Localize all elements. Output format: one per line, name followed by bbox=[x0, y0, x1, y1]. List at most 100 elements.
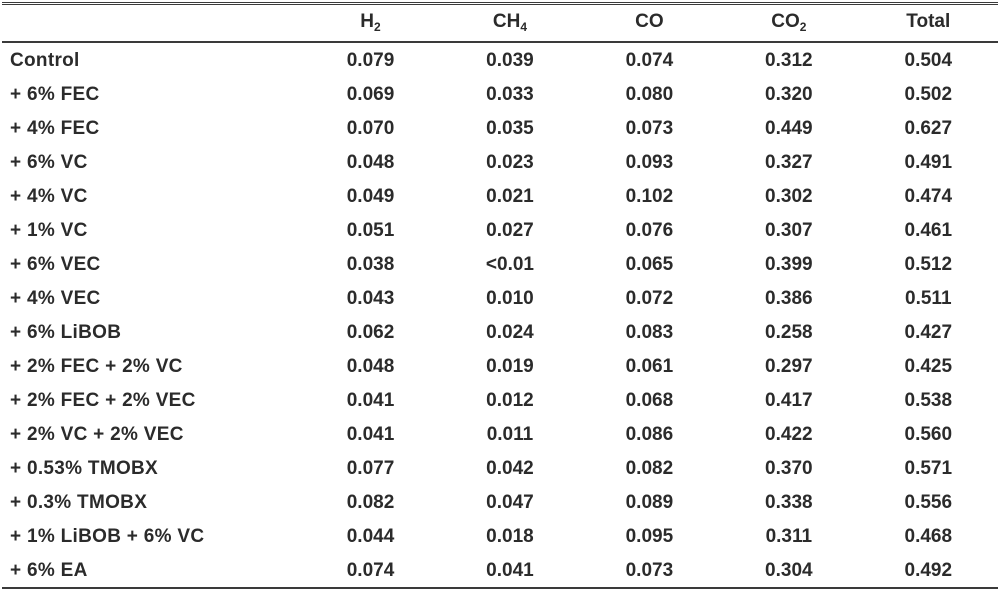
cell-value: 0.399 bbox=[765, 253, 813, 275]
cell-value: 0.039 bbox=[486, 49, 534, 71]
cell-value: 0.038 bbox=[346, 253, 395, 275]
row-label: + 6% VEC bbox=[10, 253, 101, 275]
row-label: + 6% FEC bbox=[10, 83, 100, 105]
header-cell-co2: CO2 bbox=[719, 4, 858, 43]
header-label: CH bbox=[492, 11, 521, 32]
table-row: + 4% VEC 0.043 0.010 0.072 0.386 0.511 bbox=[2, 281, 998, 315]
row-label: + 0.53% TMOBX bbox=[10, 457, 159, 479]
header-label: CO bbox=[635, 11, 664, 32]
cell-value: 0.061 bbox=[625, 355, 674, 377]
cell-value: 0.093 bbox=[625, 151, 674, 173]
cell-value: 0.089 bbox=[625, 491, 674, 513]
cell-value: 0.627 bbox=[904, 117, 953, 139]
row-label: + 6% VC bbox=[10, 151, 88, 173]
cell-value: 0.043 bbox=[346, 287, 395, 309]
cell-value: 0.427 bbox=[904, 321, 953, 343]
header-label: Total bbox=[906, 11, 951, 32]
cell-value: 0.083 bbox=[625, 321, 674, 343]
cell-value: 0.307 bbox=[765, 219, 813, 241]
cell-value: 0.538 bbox=[904, 389, 953, 411]
cell-value: 0.571 bbox=[904, 457, 953, 479]
cell-value: 0.077 bbox=[346, 457, 395, 479]
cell-value: 0.070 bbox=[346, 117, 395, 139]
table-row: + 1% LiBOB + 6% VC 0.044 0.018 0.095 0.311 0.… bbox=[2, 519, 998, 553]
cell-value: 0.012 bbox=[486, 389, 534, 411]
cell-value: 0.449 bbox=[765, 117, 813, 139]
header-row: H2 CH4 CO CO2 Total bbox=[2, 3, 998, 43]
cell-value: 0.035 bbox=[486, 117, 534, 139]
cell-value: 0.491 bbox=[904, 151, 953, 173]
cell-value: 0.474 bbox=[904, 185, 953, 207]
cell-value: 0.095 bbox=[625, 525, 674, 547]
cell-value: 0.047 bbox=[486, 491, 534, 513]
row-label: + 2% FEC + 2% VEC bbox=[10, 389, 196, 411]
row-label: + 6% EA bbox=[10, 559, 88, 581]
cell-value: 0.504 bbox=[904, 49, 953, 71]
cell-value: 0.425 bbox=[904, 355, 953, 377]
cell-value: 0.010 bbox=[486, 287, 534, 309]
cell-value: 0.073 bbox=[625, 117, 674, 139]
cell-value: 0.560 bbox=[904, 423, 953, 445]
cell-value: 0.074 bbox=[625, 49, 674, 71]
row-label: + 0.3% TMOBX bbox=[10, 491, 148, 513]
cell-value: 0.062 bbox=[346, 321, 395, 343]
header-cell-empty bbox=[2, 4, 301, 43]
cell-value: 0.302 bbox=[765, 185, 813, 207]
table-row: + 1% VC 0.051 0.027 0.076 0.307 0.461 bbox=[2, 213, 998, 247]
table-body: Control 0.079 0.039 0.074 0.312 0.504 + 6% FEC… bbox=[2, 42, 998, 588]
cell-value: 0.042 bbox=[486, 457, 534, 479]
header-cell-h2: H2 bbox=[301, 4, 440, 43]
row-label: + 2% FEC + 2% VC bbox=[10, 355, 183, 377]
cell-value: 0.024 bbox=[486, 321, 534, 343]
table-row: + 2% FEC + 2% VEC 0.041 0.012 0.068 0.417 0.5… bbox=[2, 383, 998, 417]
row-label: + 6% LiBOB bbox=[10, 321, 122, 343]
cell-value: 0.079 bbox=[346, 49, 395, 71]
cell-value: 0.102 bbox=[625, 185, 674, 207]
table-row: + 0.53% TMOBX 0.077 0.042 0.082 0.370 0.571 bbox=[2, 451, 998, 485]
cell-value: 0.320 bbox=[765, 83, 813, 105]
cell-value: 0.417 bbox=[765, 389, 813, 411]
table-row: + 6% EA 0.074 0.041 0.073 0.304 0.492 bbox=[2, 553, 998, 588]
table-row: + 4% VC 0.049 0.021 0.102 0.302 0.474 bbox=[2, 179, 998, 213]
row-label: + 1% VC bbox=[10, 219, 88, 241]
cell-value: 0.076 bbox=[625, 219, 674, 241]
gas-evolution-table: H2 CH4 CO CO2 Total Control 0.079 0.039 0.0… bbox=[2, 2, 998, 589]
cell-value: 0.072 bbox=[625, 287, 674, 309]
header-cell-ch4: CH4 bbox=[440, 4, 579, 43]
row-label: Control bbox=[10, 49, 80, 71]
table-row: + 2% FEC + 2% VC 0.048 0.019 0.061 0.297 0.42… bbox=[2, 349, 998, 383]
cell-value: 0.258 bbox=[765, 321, 813, 343]
cell-value: 0.327 bbox=[765, 151, 813, 173]
cell-value: 0.338 bbox=[765, 491, 813, 513]
cell-value: 0.312 bbox=[765, 49, 813, 71]
cell-value: 0.080 bbox=[625, 83, 674, 105]
table-row: + 6% FEC 0.069 0.033 0.080 0.320 0.502 bbox=[2, 77, 998, 111]
cell-value: 0.033 bbox=[486, 83, 534, 105]
table-header: H2 CH4 CO CO2 Total bbox=[2, 3, 998, 43]
cell-value: 0.065 bbox=[625, 253, 674, 275]
table-row: + 6% VEC 0.038 <0.01 0.065 0.399 0.512 bbox=[2, 247, 998, 281]
cell-value: 0.082 bbox=[625, 457, 674, 479]
cell-value: 0.386 bbox=[765, 287, 813, 309]
row-label: + 4% VEC bbox=[10, 287, 101, 309]
cell-value: 0.512 bbox=[904, 253, 953, 275]
cell-value: 0.502 bbox=[904, 83, 953, 105]
cell-value: 0.044 bbox=[346, 525, 395, 547]
cell-value: 0.011 bbox=[486, 423, 534, 445]
header-label: CO bbox=[771, 11, 800, 32]
cell-value: 0.068 bbox=[625, 389, 674, 411]
cell-value: 0.073 bbox=[625, 559, 674, 581]
cell-value: 0.297 bbox=[765, 355, 813, 377]
cell-value: 0.468 bbox=[904, 525, 953, 547]
cell-value: 0.370 bbox=[765, 457, 813, 479]
cell-value: 0.041 bbox=[346, 389, 395, 411]
cell-value: 0.027 bbox=[486, 219, 534, 241]
cell-value: 0.074 bbox=[346, 559, 395, 581]
header-cell-co: CO bbox=[580, 4, 719, 43]
cell-value: 0.311 bbox=[765, 525, 813, 547]
cell-value: 0.086 bbox=[625, 423, 674, 445]
row-label: + 1% LiBOB + 6% VC bbox=[10, 525, 205, 547]
cell-value: 0.304 bbox=[765, 559, 813, 581]
row-label: + 4% VC bbox=[10, 185, 88, 207]
cell-value: 0.492 bbox=[904, 559, 953, 581]
